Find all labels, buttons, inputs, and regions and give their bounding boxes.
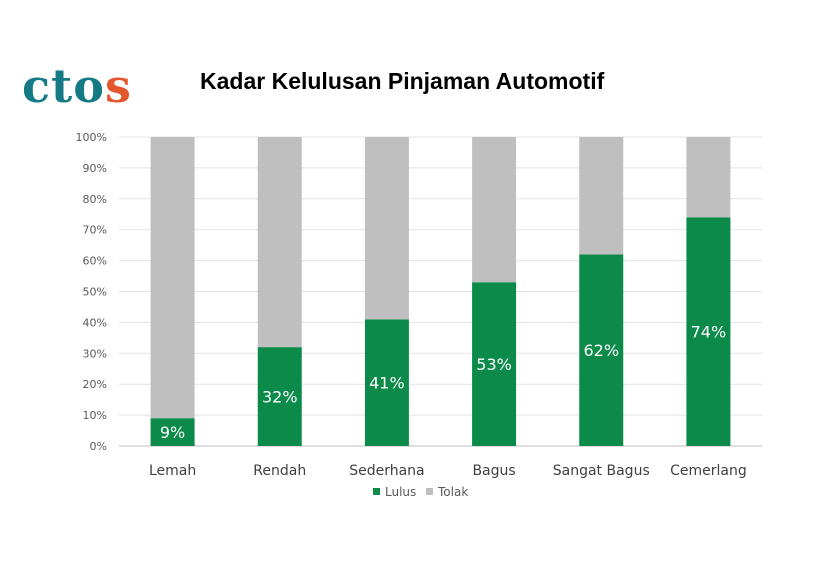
y-tick-label: 10% (83, 409, 107, 422)
y-tick-label: 90% (83, 162, 107, 175)
bar-tolak-3 (472, 137, 517, 283)
data-label: 53% (476, 355, 512, 374)
legend-label-lulus: Lulus (385, 485, 416, 499)
y-tick-label: 80% (83, 193, 107, 206)
bars: 9% 32% 41% 53% 62% 74% (150, 137, 731, 446)
x-tick-label: Sangat Bagus (553, 463, 650, 479)
logo-text-part2: s (104, 59, 132, 113)
bar-lulus-1 (257, 347, 302, 446)
bar-lulus-3 (472, 282, 517, 446)
bar-tolak-0 (150, 137, 195, 419)
y-tick-label: 40% (83, 316, 107, 329)
y-tick-label: 20% (83, 378, 107, 391)
y-tick-label: 30% (83, 347, 107, 360)
x-tick-label: Cemerlang (670, 463, 747, 479)
x-tick-label: Lemah (149, 463, 196, 479)
data-label: 41% (369, 374, 405, 393)
bar-lulus-4 (579, 254, 624, 446)
data-label: 32% (262, 388, 298, 407)
y-tick-label: 0% (90, 440, 107, 453)
bar-lulus-2 (364, 319, 409, 446)
bar-tolak-1 (257, 137, 302, 348)
legend-swatch-tolak (426, 488, 433, 495)
y-tick-label: 50% (83, 286, 107, 299)
logo-text-part1: cto (22, 59, 105, 113)
legend: Lulus Tolak (373, 485, 468, 499)
bar-tolak-4 (579, 137, 624, 255)
y-tick-label: 100% (76, 131, 107, 144)
y-tick-label: 60% (83, 255, 107, 268)
bar-lulus-0 (150, 418, 195, 446)
legend-swatch-lulus (373, 488, 380, 495)
data-label: 74% (691, 323, 727, 342)
y-axis-ticks: 0% 10% 20% 30% 40% 50% 60% 70% 80% 90% 100% (76, 131, 107, 453)
data-label: 62% (583, 341, 619, 360)
y-tick-label: 70% (83, 224, 107, 237)
data-label: 9% (160, 423, 185, 442)
gridlines (119, 136, 762, 447)
x-axis-labels: Lemah Rendah Sederhana Bagus Sangat Bagus Cem… (149, 463, 747, 479)
ctos-logo: ctos (22, 56, 132, 116)
x-tick-label: Rendah (253, 463, 306, 479)
chart-title: Kadar Kelulusan Pinjaman Automotif (200, 68, 605, 94)
x-tick-label: Bagus (472, 463, 515, 479)
x-tick-label: Sederhana (349, 463, 424, 479)
bar-tolak-2 (364, 137, 409, 320)
bar-lulus-5 (686, 217, 731, 446)
legend-label-tolak: Tolak (437, 485, 468, 499)
bar-tolak-5 (686, 137, 731, 218)
